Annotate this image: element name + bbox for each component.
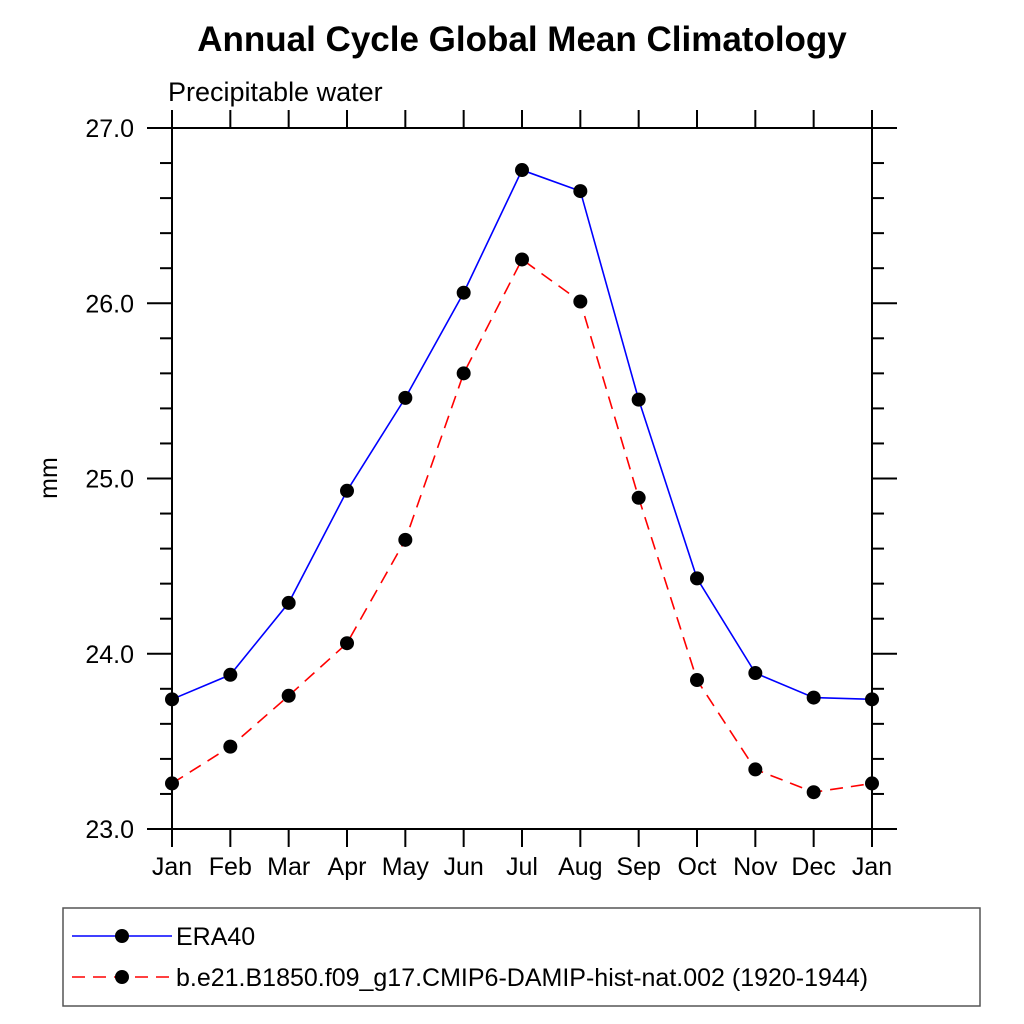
series-line-dashed xyxy=(171,258,873,794)
data-point-marker xyxy=(573,294,588,309)
data-point-marker xyxy=(865,692,879,707)
chart-title: Annual Cycle Global Mean Climatology xyxy=(197,20,847,59)
x-tick-label: Aug xyxy=(558,853,602,881)
data-point-marker xyxy=(340,483,354,498)
y-axis-ticks: 23.0 24.0 25.0 26.0 27.0 xyxy=(85,115,897,844)
series-lines xyxy=(165,163,879,800)
data-point-marker xyxy=(806,785,821,800)
x-tick-label: Oct xyxy=(678,853,717,881)
data-point-marker xyxy=(165,692,179,707)
x-tick-label: Nov xyxy=(733,853,778,881)
x-tick-label: Jul xyxy=(506,853,538,881)
legend-label-era40: ERA40 xyxy=(176,923,255,951)
data-point-marker xyxy=(573,184,588,199)
data-point-marker xyxy=(456,366,471,381)
y-tick-label: 27.0 xyxy=(85,115,134,143)
x-tick-label: Jun xyxy=(444,853,484,881)
data-point-marker xyxy=(631,392,646,407)
data-point-marker xyxy=(165,776,179,791)
legend-border xyxy=(62,907,981,1007)
data-point-marker xyxy=(865,776,879,791)
plot-frame-border xyxy=(171,127,873,830)
series-line-solid xyxy=(171,169,873,701)
x-tick-label: Apr xyxy=(328,853,367,881)
legend-box: ERA40 b.e21.B1850.f09_g17.CMIP6-DAMIP-hi… xyxy=(62,907,981,1007)
data-point-marker xyxy=(223,739,238,754)
data-point-marker xyxy=(398,532,413,547)
data-point-marker xyxy=(690,673,704,688)
data-point-marker xyxy=(398,390,413,405)
x-tick-label: Feb xyxy=(209,853,252,881)
data-point-marker xyxy=(223,667,238,682)
x-tick-label: Mar xyxy=(267,853,310,881)
plot-frame xyxy=(171,127,873,830)
legend-swatch-marker xyxy=(115,929,129,943)
x-tick-label: Jan xyxy=(852,853,892,881)
y-tick-label: 23.0 xyxy=(85,816,134,844)
chart-subtitle: Precipitable water xyxy=(168,77,383,107)
data-point-marker xyxy=(456,285,471,300)
data-point-marker xyxy=(748,762,763,777)
legend-swatch-marker xyxy=(115,970,129,984)
y-tick-label: 26.0 xyxy=(85,290,134,318)
x-tick-label: Dec xyxy=(791,853,835,881)
y-axis-unit-label: mm xyxy=(35,457,63,499)
legend-label-model: b.e21.B1850.f09_g17.CMIP6-DAMIP-hist-nat… xyxy=(176,964,868,992)
x-tick-label: May xyxy=(382,853,430,881)
data-point-marker xyxy=(515,163,529,178)
data-point-marker xyxy=(631,490,646,505)
data-point-marker xyxy=(690,571,704,586)
data-point-marker xyxy=(340,636,354,651)
y-tick-label: 24.0 xyxy=(85,641,134,669)
x-tick-label: Jan xyxy=(152,853,192,881)
data-point-marker xyxy=(515,252,529,267)
x-axis-ticks: Jan Feb Mar Apr May Jun Jul Aug Sep Oct Nov Dec Jan xyxy=(152,110,892,881)
data-point-marker xyxy=(281,688,296,703)
data-point-marker xyxy=(281,595,296,610)
y-tick-label: 25.0 xyxy=(85,466,134,494)
x-tick-label: Sep xyxy=(616,853,660,881)
data-point-marker xyxy=(748,666,763,681)
data-point-marker xyxy=(806,690,821,705)
